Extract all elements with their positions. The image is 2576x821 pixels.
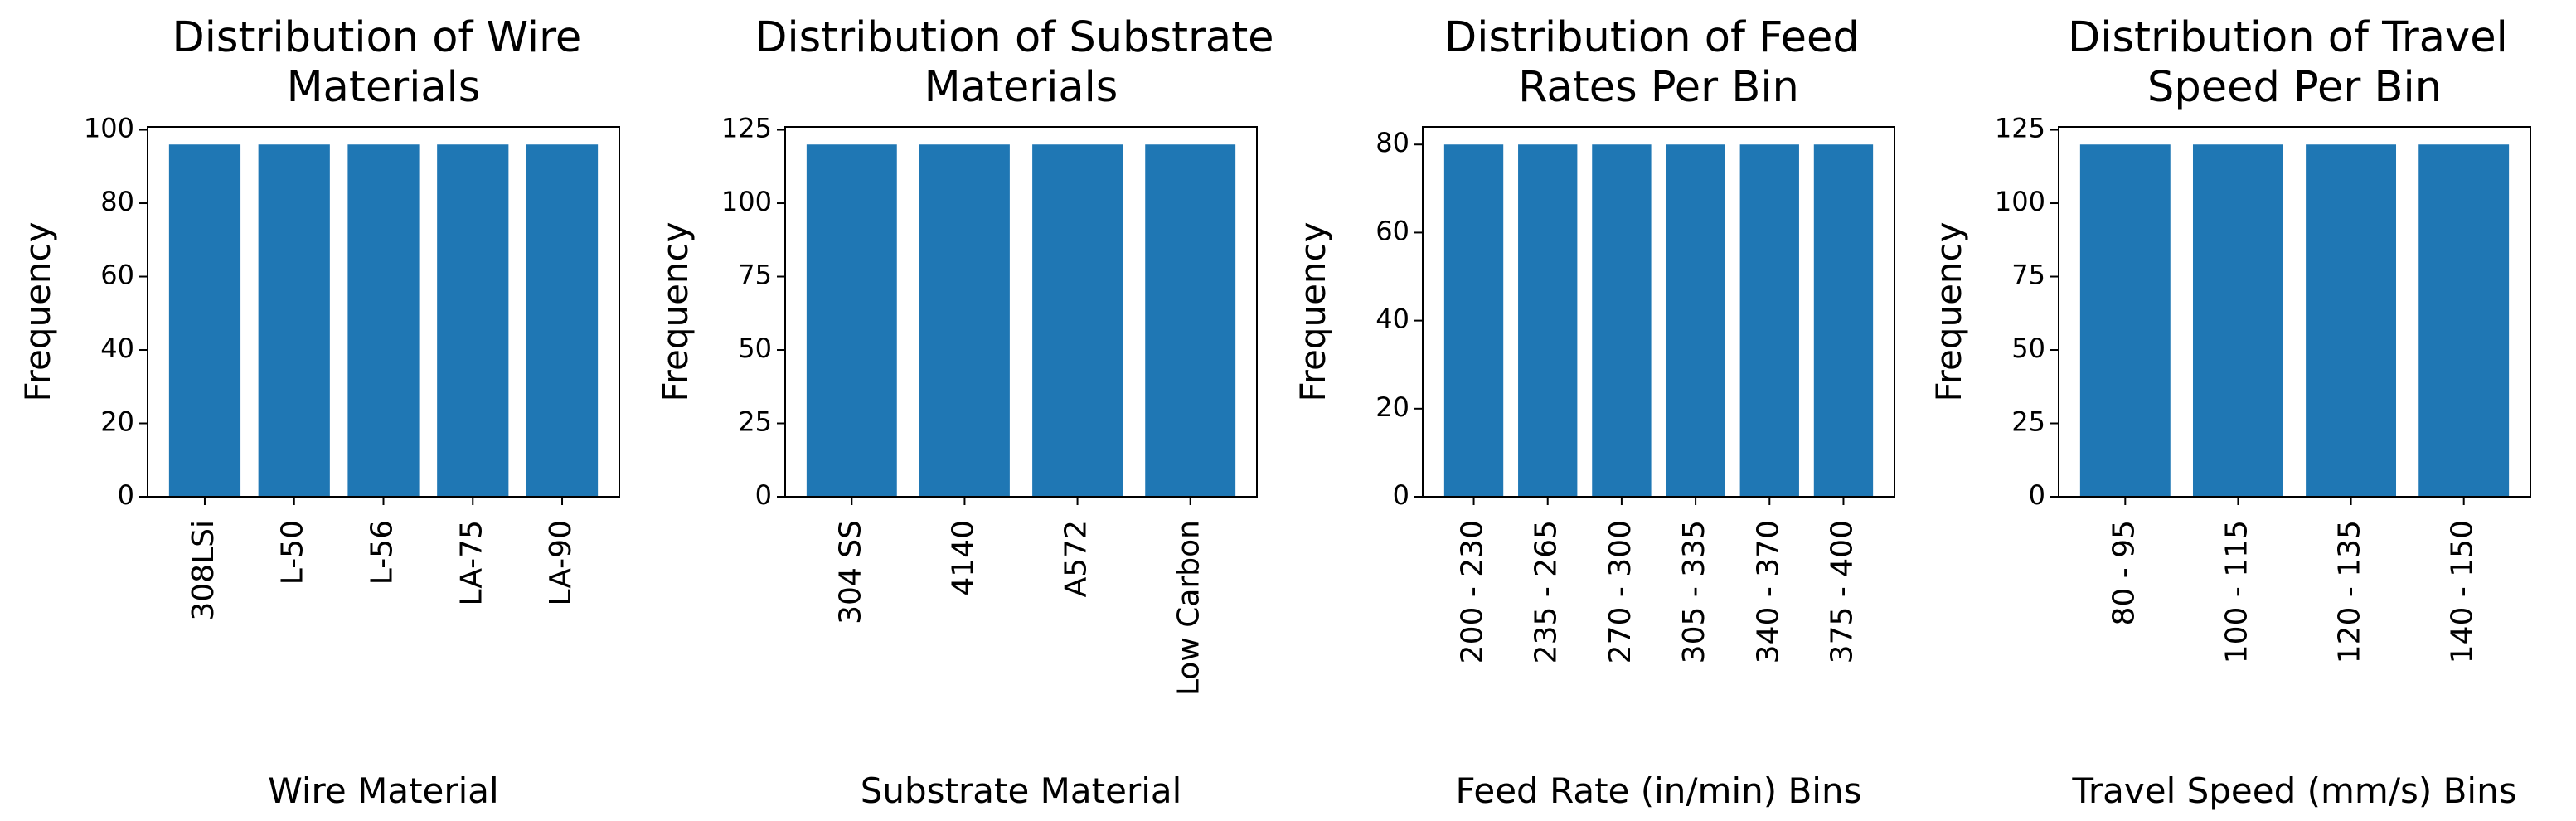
y-tick-label: 20 <box>1375 391 1409 423</box>
bar <box>1145 144 1236 497</box>
y-tick-label: 0 <box>755 479 772 511</box>
x-tick-label: LA-90 <box>544 520 578 606</box>
x-tick-label: 200 - 230 <box>1456 520 1490 663</box>
x-tick-label: 120 - 135 <box>2333 520 2367 663</box>
bar <box>1813 144 1874 497</box>
x-tick-label: A572 <box>1060 520 1094 597</box>
x-tick-label: L-56 <box>366 520 400 585</box>
x-tick-label: 308LSi <box>187 520 221 621</box>
chart-title: Distribution of Feed Rates Per Bin <box>1444 13 1873 112</box>
y-tick-label: 25 <box>2011 406 2045 438</box>
bar <box>1518 144 1578 497</box>
x-axis-label: Travel Speed (mm/s) Bins <box>2071 770 2516 811</box>
y-axis-label: Frequency <box>1293 222 1333 402</box>
x-tick-label: 304 SS <box>833 520 867 624</box>
bar <box>2418 144 2510 497</box>
y-tick-label: 50 <box>738 333 772 364</box>
y-tick-label: 100 <box>84 113 134 144</box>
bar <box>806 144 897 497</box>
bar <box>1739 144 1799 497</box>
y-axis-label: Frequency <box>17 222 58 402</box>
bar <box>2192 144 2283 497</box>
x-tick-label: 100 - 115 <box>2219 520 2253 663</box>
x-tick-label: Low Carbon <box>1172 520 1206 696</box>
x-axis-label: Feed Rate (in/min) Bins <box>1456 770 1862 811</box>
x-tick-label: LA-75 <box>454 520 488 606</box>
y-tick-label: 40 <box>100 333 134 364</box>
y-tick-label: 100 <box>721 186 772 217</box>
bar <box>1592 144 1652 497</box>
y-axis-label: Frequency <box>1928 222 1969 402</box>
y-tick-label: 20 <box>100 406 134 438</box>
bar <box>1032 144 1123 497</box>
x-tick-label: L-50 <box>276 520 310 585</box>
x-tick-label: 375 - 400 <box>1825 520 1859 663</box>
y-tick-label: 60 <box>1375 215 1409 246</box>
y-tick-label: 80 <box>1375 127 1409 158</box>
y-tick-label: 0 <box>1393 479 1409 511</box>
chart-title: Distribution of Substrate Materials <box>754 13 1288 112</box>
x-tick-label: 140 - 150 <box>2446 520 2480 663</box>
y-tick-label: 100 <box>1995 186 2045 217</box>
y-tick-label: 75 <box>738 260 772 291</box>
x-tick-label: 305 - 335 <box>1677 520 1711 663</box>
y-tick-label: 0 <box>118 479 134 511</box>
x-axis-label: Wire Material <box>268 770 498 811</box>
y-tick-label: 25 <box>738 406 772 438</box>
axes-frame <box>2058 126 2531 498</box>
x-tick-label: 4140 <box>946 520 980 596</box>
x-tick-label: 270 - 300 <box>1603 520 1637 663</box>
bar <box>437 144 509 497</box>
y-tick-label: 0 <box>2029 479 2045 511</box>
bar <box>2079 144 2171 497</box>
y-axis-label: Frequency <box>655 222 696 402</box>
axes-frame <box>147 126 620 498</box>
axes-frame <box>784 126 1258 498</box>
bar <box>1443 144 1504 497</box>
x-tick-label: 235 - 265 <box>1530 520 1564 663</box>
chart-title: Distribution of Wire Materials <box>172 13 594 112</box>
bar <box>347 144 420 497</box>
bar <box>526 144 599 497</box>
x-tick-label: 340 - 370 <box>1751 520 1785 663</box>
bar <box>258 144 330 497</box>
x-tick-label: 80 - 95 <box>2107 520 2141 626</box>
y-tick-label: 80 <box>100 186 134 217</box>
y-tick-label: 125 <box>1995 113 2045 144</box>
x-axis-label: Substrate Material <box>861 770 1182 811</box>
axes-frame <box>1422 126 1895 498</box>
chart-title: Distribution of Travel Speed Per Bin <box>2068 13 2521 112</box>
y-tick-label: 125 <box>721 113 772 144</box>
y-tick-label: 60 <box>100 260 134 291</box>
bar <box>168 144 241 497</box>
bar <box>919 144 1010 497</box>
bar <box>1666 144 1725 497</box>
bar <box>2306 144 2397 497</box>
y-tick-label: 40 <box>1375 304 1409 335</box>
y-tick-label: 75 <box>2011 260 2045 291</box>
y-tick-label: 50 <box>2011 333 2045 364</box>
